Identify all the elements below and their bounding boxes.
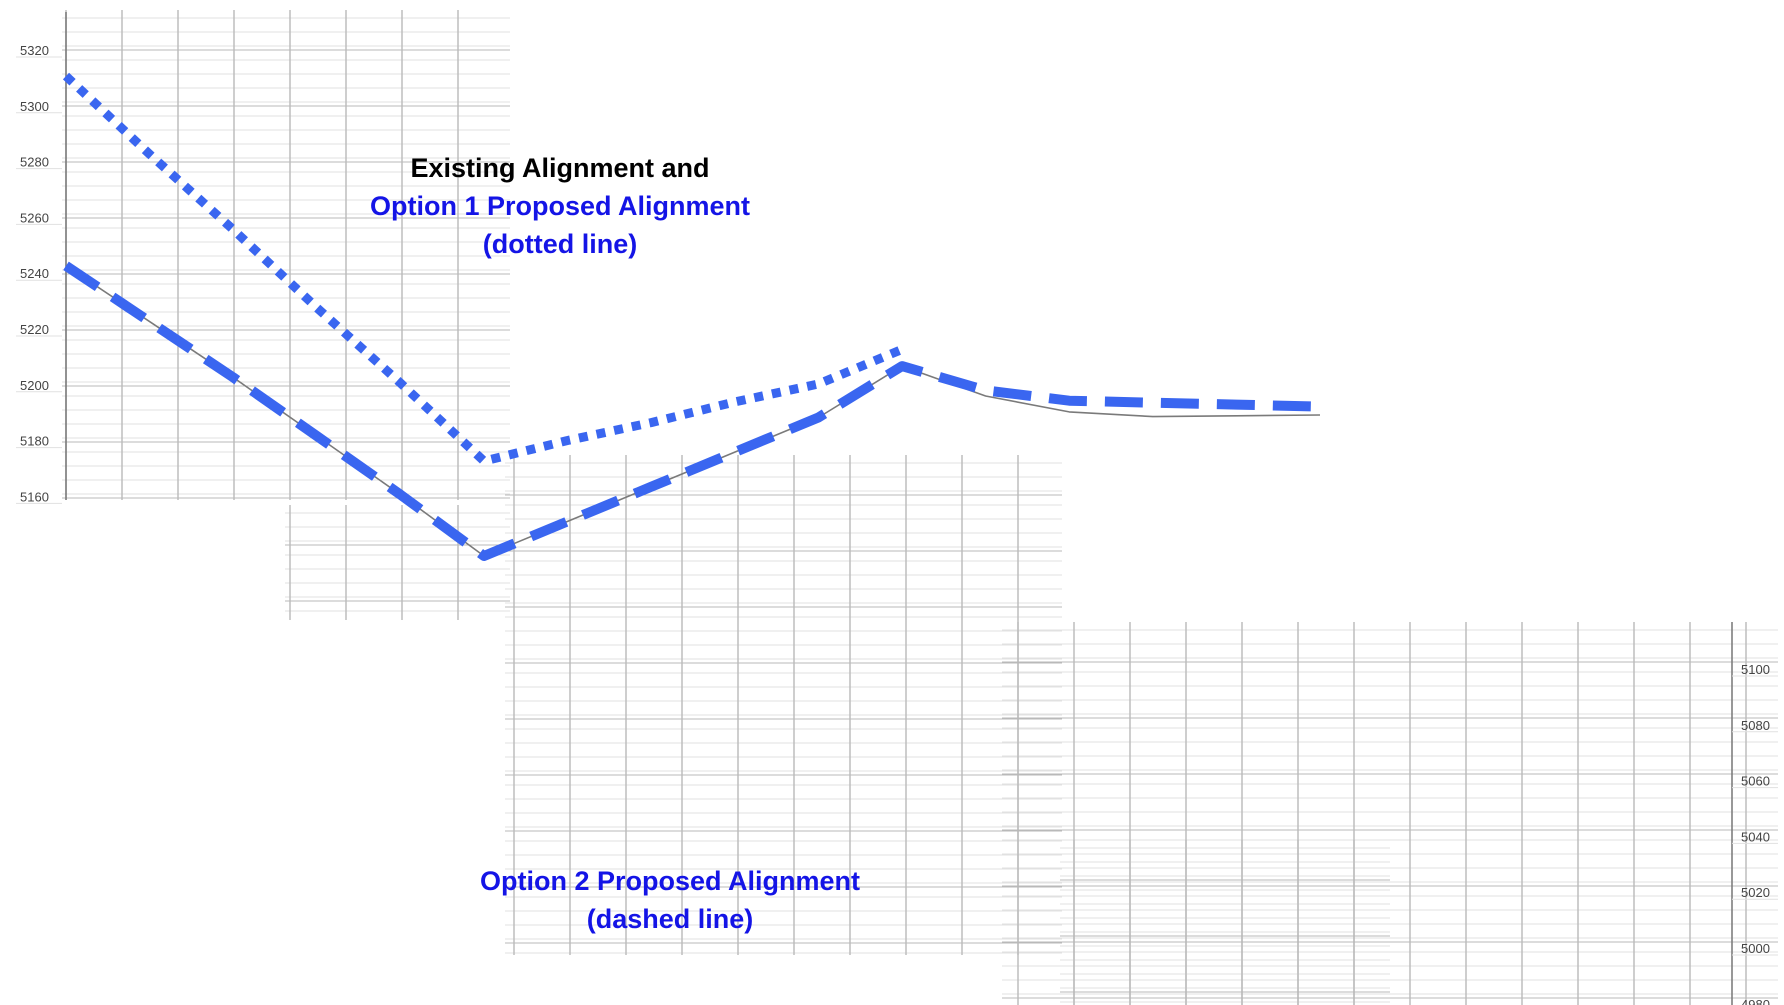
right-tick-label: 5020: [1741, 885, 1770, 900]
elevation-axes: 5320 5300 5280 5260 5240 5220 5200 5180 5160 5100…: [16, 12, 1778, 1005]
existing-and-option1-caption: Existing Alignment and Option 1 Proposed…: [330, 149, 790, 263]
left-tick-label: 5200: [20, 378, 49, 393]
option1-note: (dotted line): [482, 229, 638, 259]
option2-title: Option 2 Proposed Alignment: [479, 866, 860, 896]
right-tick-label: 5080: [1741, 718, 1770, 733]
left-tick-label: 5280: [20, 155, 49, 170]
alignment-series: [62, 72, 1321, 561]
grid-sheet: [285, 505, 510, 620]
left-tick-label: 5220: [20, 322, 49, 337]
grid-sheet: [1002, 622, 1778, 1005]
option2-dashed-line: [63, 261, 1321, 561]
grid-sheet: [62, 10, 510, 500]
right-tick-label: 5060: [1741, 774, 1770, 789]
right-tick-label: 5000: [1741, 941, 1770, 956]
left-tick-label: 5320: [20, 43, 49, 58]
left-tick-label: 5160: [20, 489, 49, 504]
right-tick-label: 4980: [1741, 997, 1770, 1005]
left-tick-label: 5300: [20, 99, 49, 114]
option1-title: Option 1 Proposed Alignment: [369, 191, 750, 221]
right-tick-label: 5100: [1741, 662, 1770, 677]
grid-sheet: [1060, 840, 1390, 1005]
left-tick-label: 5180: [20, 434, 49, 449]
existing-alignment-title: Existing Alignment and: [410, 153, 710, 183]
left-tick-label: 5240: [20, 266, 49, 281]
right-tick-label: 5040: [1741, 829, 1770, 844]
option1-dotted-line: [62, 72, 904, 466]
left-tick-label: 5260: [20, 210, 49, 225]
option2-caption: Option 2 Proposed Alignment (dashed line…: [440, 862, 900, 938]
grid-sheets: [62, 10, 1778, 1005]
option2-note: (dashed line): [586, 904, 754, 934]
